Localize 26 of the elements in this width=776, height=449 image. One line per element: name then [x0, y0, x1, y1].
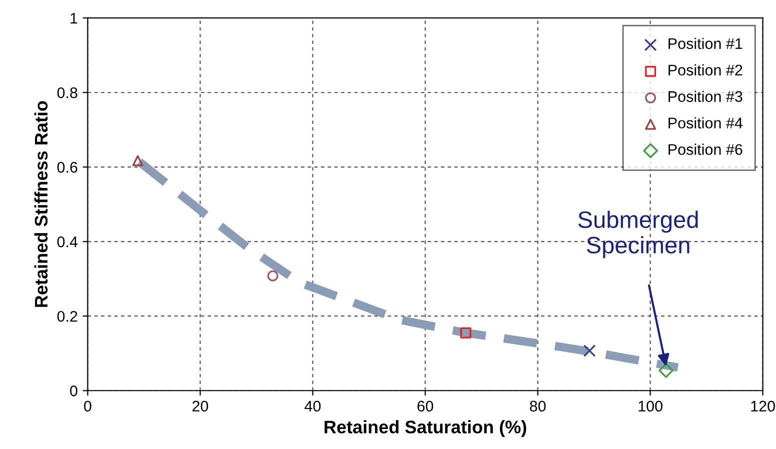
y-axis-title: Retained Stiffness Ratio: [34, 101, 48, 307]
x-tick-label: 20: [192, 400, 208, 412]
x-tick-label: 120: [751, 400, 775, 412]
point: [460, 327, 472, 338]
x-tick-label: 0: [84, 400, 92, 412]
x-tick-label: 80: [530, 400, 546, 412]
y-tick-label: 1: [70, 12, 78, 24]
annotation: Submerged Specimen: [578, 210, 698, 258]
legend-label: Position #1: [668, 38, 742, 50]
point: [267, 270, 278, 282]
y-tick-label: 0.2: [57, 310, 78, 322]
y-tick-label: 0.8: [57, 87, 78, 98]
y-tick-label: 0.4: [57, 236, 78, 248]
x-tick-label: 100: [638, 400, 662, 412]
y-tick-label: 0: [70, 386, 78, 396]
x-axis-title: Retained Saturation (%): [324, 420, 526, 437]
x-tick-label: 40: [304, 400, 321, 412]
x-tick-label: 60: [418, 400, 434, 412]
point: [583, 344, 596, 357]
legend-label: Position #2: [668, 64, 742, 76]
y-tick-label: 0.6: [57, 162, 78, 173]
point: [132, 155, 144, 166]
legend-label: Position #3: [668, 90, 742, 102]
legend-label: Position #6: [668, 144, 742, 155]
legend-label: Position #4: [668, 117, 743, 128]
point: [658, 363, 674, 378]
